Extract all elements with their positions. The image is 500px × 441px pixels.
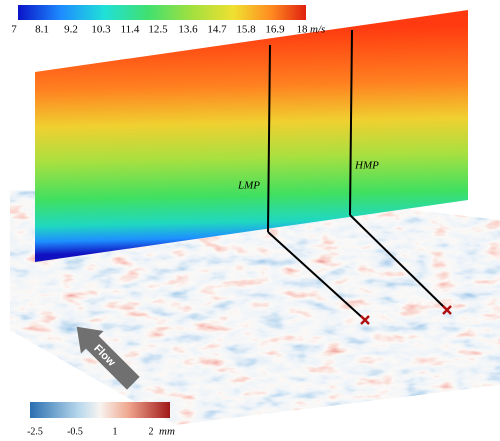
- velocity-colorbar: [18, 5, 306, 20]
- colorbar-tick-label: 10.3: [91, 24, 111, 36]
- probe-label: HMP: [354, 160, 379, 172]
- colorbar-tick-label: -0.5: [67, 426, 83, 437]
- colorbar-tick-label: 2: [149, 426, 154, 437]
- colorbar-tick-label: 16.9: [265, 24, 285, 36]
- colorbar-unit: mm: [159, 426, 175, 438]
- figure: LMP HMP Flow 78.19.210.311.412.513.614.7…: [0, 0, 500, 441]
- colorbar-tick-label: -2.5: [27, 426, 43, 437]
- colorbar-tick-label: 15.8: [236, 24, 256, 36]
- colorbar-tick-label: 7: [11, 24, 17, 36]
- colorbar-tick-label: 18: [297, 24, 309, 36]
- colorbar-tick-label: 13.6: [178, 24, 198, 36]
- colorbar-tick-label: 9.2: [64, 24, 78, 36]
- colorbar-tick-label: 14.7: [207, 24, 227, 36]
- colorbar-tick-label: 12.5: [148, 24, 168, 36]
- colorbar-tick-label: 8.1: [35, 24, 49, 36]
- probe-label: LMP: [237, 180, 260, 192]
- colorbar-tick-label: 1: [113, 426, 118, 437]
- colorbar-tick-label: 11.4: [121, 24, 140, 36]
- colorbar-unit: m/s: [310, 24, 325, 36]
- height-colorbar: [30, 402, 170, 418]
